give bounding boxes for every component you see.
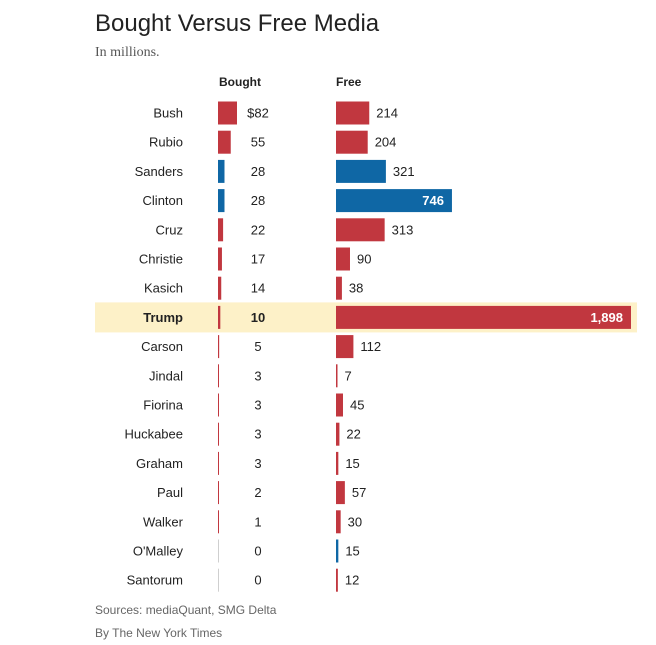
free-bar [336,247,350,271]
bought-bar [218,510,219,534]
free-bar [336,101,370,125]
free-value-label: 7 [345,368,352,383]
chart-subtitle: In millions. [95,45,160,60]
candidate-name: Huckabee [124,427,183,442]
free-value-label: 12 [345,573,359,588]
free-bar [336,422,340,446]
bought-value-label: 0 [254,544,261,559]
bought-value-label: 28 [251,193,265,208]
free-bar [336,481,345,505]
free-value-label: 746 [422,193,444,208]
bought-bar [218,481,219,505]
free-value-label: 57 [352,485,366,500]
candidate-name: Walker [143,514,184,529]
free-bar [336,218,385,242]
candidate-name: Kasich [144,281,183,296]
free-value-label: 38 [349,281,363,296]
bought-value-label: 55 [251,135,265,150]
candidate-name: Trump [143,310,183,325]
bought-bar [218,276,222,300]
free-value-label: 15 [345,456,359,471]
bought-bar [218,247,222,271]
sources-note: Sources: mediaQuant, SMG Delta [95,603,277,617]
bought-value-label: 3 [254,456,261,471]
free-bar [336,364,338,388]
candidate-name: Graham [136,456,183,471]
candidate-name: Sanders [135,164,184,179]
candidate-name: Fiorina [143,398,184,413]
free-value-label: 30 [348,514,362,529]
candidate-name: Bush [153,106,183,121]
candidate-name: Cruz [156,222,183,237]
column-header-bought: Bought [219,75,261,89]
bought-bar [218,218,224,242]
column-header-free: Free [336,75,362,89]
free-value-label: 321 [393,164,415,179]
candidate-name: O'Malley [133,544,184,559]
chart-title: Bought Versus Free Media [95,10,380,37]
candidate-name: Rubio [149,135,183,150]
free-bar [336,276,342,300]
candidate-name: Clinton [143,193,183,208]
free-bar [336,393,343,417]
bought-value-label: 5 [254,339,261,354]
bought-bar [218,364,219,388]
bought-bar [218,539,219,563]
free-value-label: 1,898 [590,310,623,325]
bought-value-label: 3 [254,368,261,383]
free-bar [336,510,341,534]
free-value-label: 90 [357,252,371,267]
free-bar [336,189,452,213]
free-bar [336,335,354,359]
free-value-label: 45 [350,398,364,413]
bought-value-label: 3 [254,427,261,442]
bought-bar [218,335,220,359]
candidate-name: Paul [157,485,183,500]
bought-bar [218,101,237,125]
free-bar [336,305,631,329]
bought-bar [218,305,221,329]
candidate-name: Jindal [149,368,183,383]
bought-value-label: 10 [251,310,265,325]
candidate-name: Santorum [127,573,183,588]
free-value-label: 22 [346,427,360,442]
free-bar [336,539,339,563]
free-bar [336,130,368,154]
bought-value-label: 2 [254,485,261,500]
bought-value-label: 3 [254,398,261,413]
free-bar [336,568,338,592]
bought-value-label: 0 [254,573,261,588]
free-value-label: 214 [376,106,398,121]
bought-bar [218,568,219,592]
free-value-label: 15 [345,544,359,559]
byline: By The New York Times [95,626,223,640]
bought-bar [218,451,219,475]
candidate-name: Carson [141,339,183,354]
bought-value-label: 22 [251,222,265,237]
bought-value-label: 17 [251,252,265,267]
free-bar [336,451,339,475]
bought-bar [218,393,219,417]
bought-bar [218,130,231,154]
bought-bar [218,189,225,213]
free-value-label: 204 [375,135,397,150]
free-value-label: 313 [392,222,414,237]
bought-value-label: 14 [251,281,265,296]
bought-value-label: $82 [247,106,269,121]
bought-bar [218,159,225,183]
bought-value-label: 28 [251,164,265,179]
free-value-label: 112 [360,339,381,354]
candidate-name: Christie [139,252,183,267]
free-bar [336,159,386,183]
bought-bar [218,422,219,446]
bought-value-label: 1 [254,514,261,529]
